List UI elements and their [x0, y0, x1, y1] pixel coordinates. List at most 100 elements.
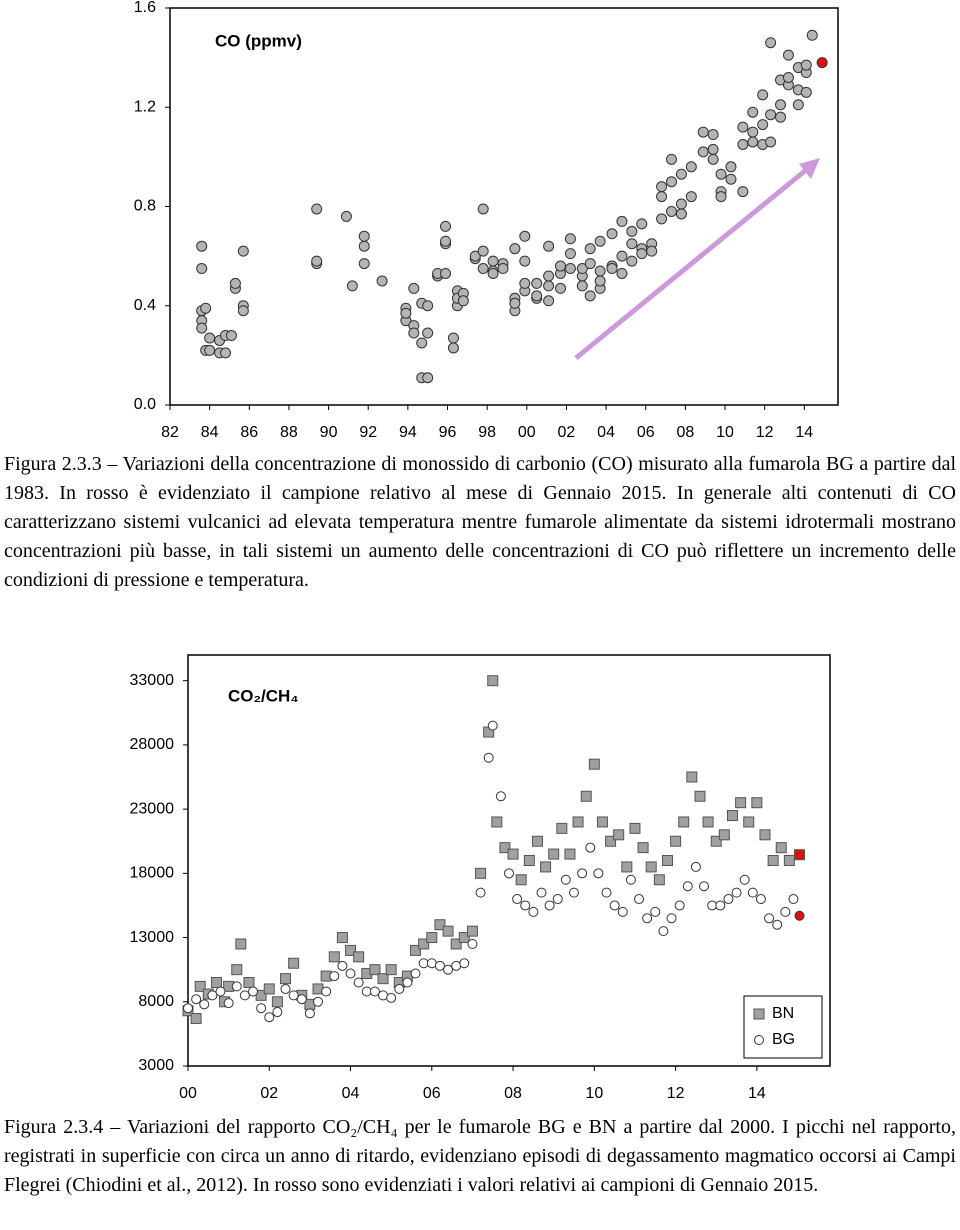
data-point — [645, 861, 657, 873]
data-point — [451, 960, 462, 971]
data-point — [466, 925, 478, 937]
data-point — [288, 957, 300, 969]
data-point — [353, 977, 364, 988]
data-point — [264, 1012, 275, 1023]
data-point — [196, 322, 208, 334]
data-point — [426, 932, 438, 944]
data-point — [636, 248, 648, 260]
data-point — [434, 960, 445, 971]
data-point — [475, 887, 486, 898]
x-tick-label: 96 — [439, 424, 457, 441]
data-point — [512, 894, 523, 905]
data-point — [726, 810, 738, 822]
data-point — [440, 267, 452, 279]
data-point — [329, 971, 340, 982]
data-point — [564, 263, 576, 275]
data-point — [616, 215, 628, 227]
x-tick-label: 90 — [320, 424, 338, 441]
data-point — [523, 855, 535, 866]
data-point — [650, 906, 661, 917]
data-point — [340, 210, 352, 222]
data-point — [345, 968, 356, 979]
data-point — [434, 919, 446, 931]
data-point — [780, 906, 791, 917]
data-point — [759, 829, 771, 841]
data-point — [560, 874, 571, 885]
data-point — [626, 255, 638, 267]
data-point — [782, 49, 794, 61]
data-point — [207, 990, 218, 1001]
data-point — [765, 136, 777, 148]
data-point — [200, 302, 212, 314]
data-point — [543, 280, 555, 292]
x-tick-label: 10 — [716, 424, 734, 441]
y-tick-label: 18000 — [130, 865, 175, 882]
x-tick-label: 88 — [280, 424, 298, 441]
data-point — [675, 168, 687, 180]
data-point — [528, 906, 539, 917]
data-point — [543, 240, 555, 252]
data-point — [775, 111, 787, 123]
data-point — [469, 250, 481, 262]
data-point — [536, 887, 547, 898]
data-point — [707, 143, 719, 155]
x-tick-label: 02 — [260, 1085, 278, 1102]
data-point — [678, 816, 690, 828]
data-point — [765, 37, 777, 49]
data-point — [296, 994, 307, 1005]
data-point — [646, 245, 658, 257]
legend-box — [743, 995, 823, 1059]
x-tick-label: 12 — [756, 424, 774, 441]
data-point — [594, 275, 606, 287]
data-point — [358, 258, 370, 270]
data-point — [715, 900, 726, 911]
data-point — [556, 822, 568, 834]
data-point — [313, 996, 324, 1007]
data-point — [616, 250, 628, 262]
data-point — [519, 277, 531, 289]
data-point — [548, 848, 560, 860]
data-point — [408, 282, 420, 294]
data-point — [735, 797, 747, 809]
data-point — [321, 986, 332, 997]
data-point — [572, 816, 584, 828]
data-point — [515, 874, 527, 886]
data-point — [747, 887, 758, 898]
data-point — [653, 874, 665, 886]
data-point — [569, 887, 580, 898]
data-point — [747, 106, 759, 118]
trend-arrow-head — [799, 158, 820, 179]
data-point — [576, 263, 588, 275]
data-point — [447, 342, 459, 354]
x-tick-label: 08 — [676, 424, 694, 441]
data-point — [235, 938, 247, 950]
data-point — [263, 983, 275, 995]
data-point — [190, 1012, 202, 1024]
data-point — [584, 243, 596, 255]
data-point — [637, 842, 649, 854]
data-point — [690, 861, 701, 872]
data-point — [304, 1008, 315, 1019]
data-point — [271, 996, 283, 1008]
y-tick-label: 1.6 — [134, 0, 156, 16]
data-point — [422, 300, 434, 312]
data-point — [459, 958, 470, 969]
data-point — [580, 790, 592, 802]
data-point — [658, 926, 669, 937]
data-point — [531, 290, 543, 302]
data-point — [477, 203, 489, 215]
data-point — [248, 986, 259, 997]
data-point — [782, 71, 794, 83]
data-point — [487, 675, 499, 687]
data-point — [477, 245, 489, 257]
chart-title: CO₂/CH₄ — [228, 686, 298, 705]
data-point — [519, 230, 531, 242]
data-point — [723, 894, 734, 905]
data-point — [616, 267, 628, 279]
data-point — [665, 205, 677, 217]
data-point — [636, 218, 648, 230]
data-point — [311, 203, 323, 215]
data-point — [606, 263, 618, 275]
data-point — [806, 29, 818, 41]
